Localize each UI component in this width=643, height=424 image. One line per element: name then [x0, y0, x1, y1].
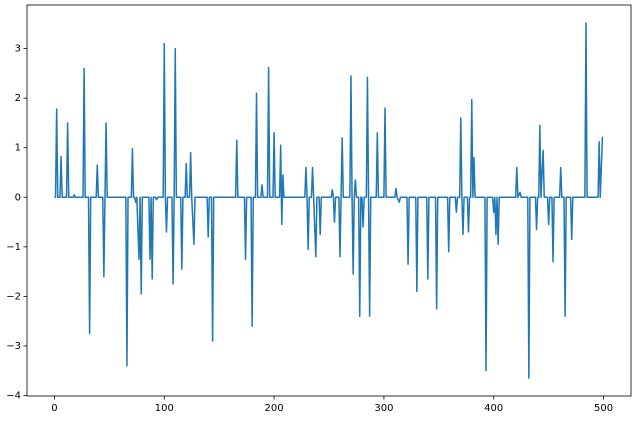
- x-tick-label: 500: [594, 403, 613, 414]
- y-tick-label: 2: [15, 93, 21, 104]
- x-tick-label: 400: [484, 403, 503, 414]
- y-tick-label: −4: [6, 391, 21, 402]
- y-tick-label: 3: [15, 44, 21, 55]
- y-tick-label: 1: [15, 143, 21, 154]
- x-tick-label: 200: [265, 403, 284, 414]
- y-tick-label: −1: [6, 242, 21, 253]
- y-tick-label: 0: [15, 192, 21, 203]
- y-tick-label: −3: [6, 341, 21, 352]
- plot-frame: [26, 4, 632, 397]
- y-tick-label: −2: [6, 291, 21, 302]
- x-tick-label: 300: [374, 403, 393, 414]
- line-series: [54, 22, 604, 379]
- x-tick-label: 0: [51, 403, 57, 414]
- x-tick-label: 100: [155, 403, 174, 414]
